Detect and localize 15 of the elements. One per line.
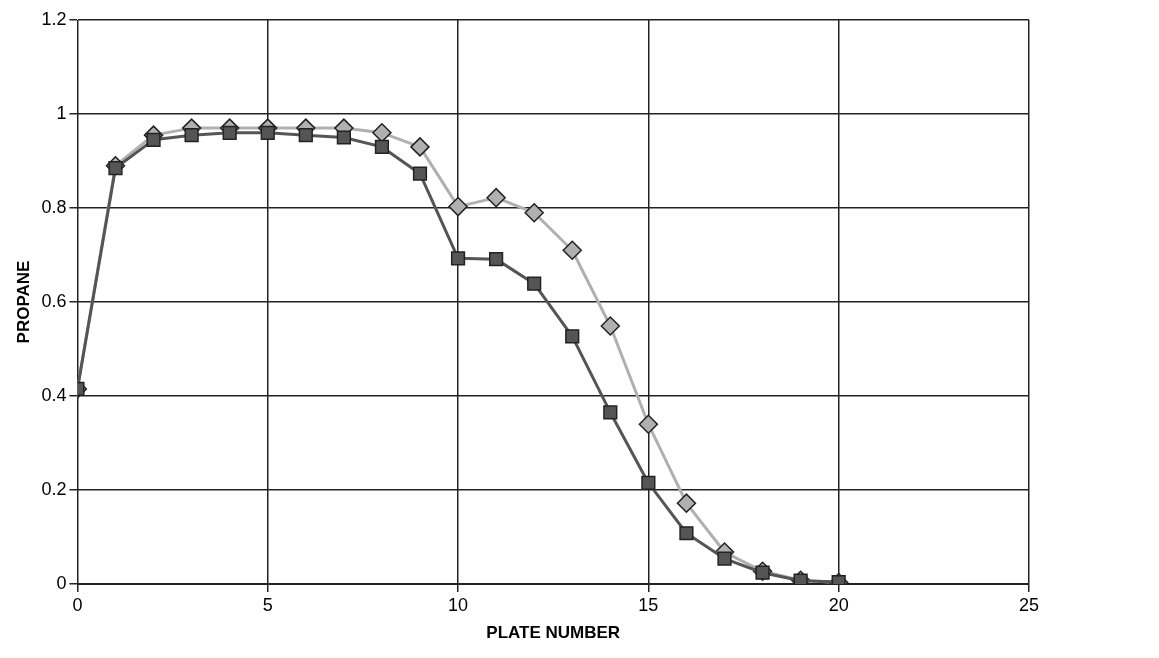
x-tick-label: 0 xyxy=(72,594,83,615)
y-tick-label: 0.8 xyxy=(41,196,67,217)
x-tick-label: 5 xyxy=(262,594,273,615)
y-tick-label: 1.2 xyxy=(41,8,67,29)
y-tick-label: 0.2 xyxy=(41,478,67,499)
x-axis-title: PLATE NUMBER xyxy=(486,623,621,643)
y-tick-label: 1 xyxy=(56,102,67,123)
x-tick-label: 15 xyxy=(638,594,659,615)
y-tick-label: 0.6 xyxy=(41,290,67,311)
y-axis-title: PROPANE xyxy=(13,260,33,344)
x-tick-label: 20 xyxy=(828,594,849,615)
x-tick-label: 25 xyxy=(1018,594,1040,615)
x-tick-label: 10 xyxy=(448,594,469,615)
y-tick-label: 0 xyxy=(56,572,67,593)
y-tick-label: 0.4 xyxy=(41,384,67,405)
